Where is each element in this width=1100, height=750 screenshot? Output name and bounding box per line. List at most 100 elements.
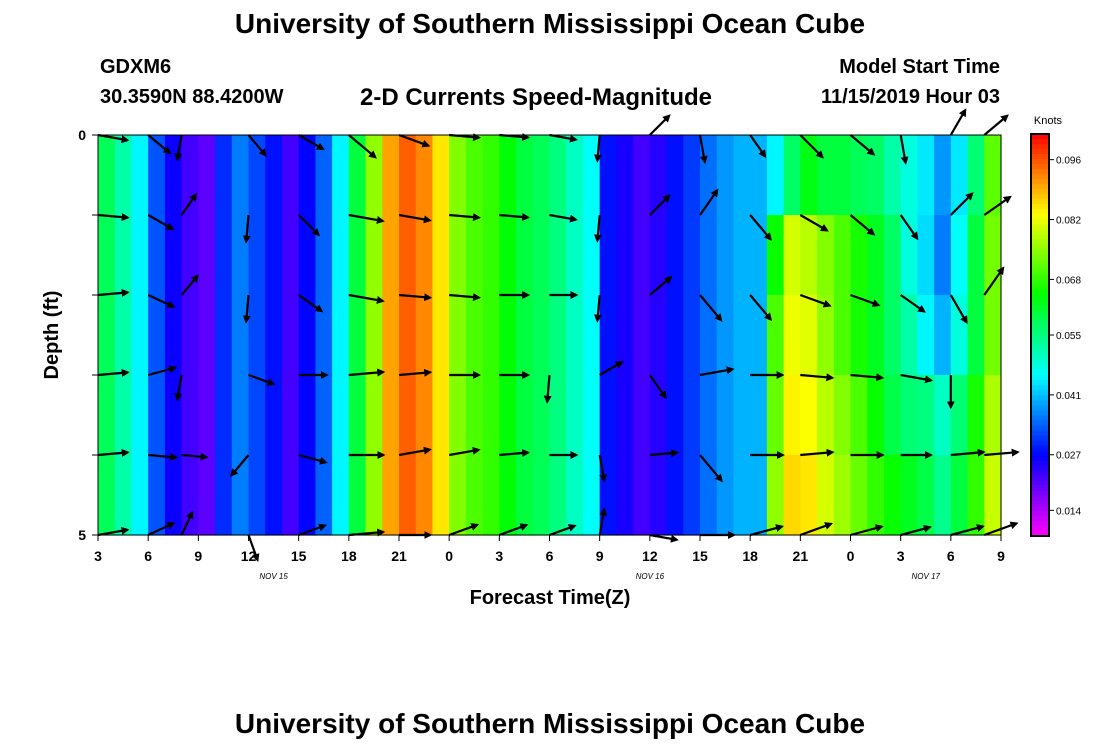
current-vector [593,134,602,163]
heatmap-cell [967,135,985,216]
heatmap-cell [265,375,283,456]
current-vector [230,454,250,477]
colorbar-step [1031,380,1049,386]
colorbar-step [1031,314,1049,321]
heatmap-cell [833,295,852,376]
current-vector [549,524,577,537]
heatmap-cell [850,135,868,216]
heatmap-cell [549,215,567,296]
current-vector [749,524,784,537]
current-vector [248,373,276,386]
heatmap-cell [499,215,517,296]
colorbar-step [1031,204,1049,210]
x-tick-label: 3 [94,548,102,564]
heatmap-cell [716,135,735,216]
heatmap-cell [399,455,417,536]
colorbar-step [1031,169,1049,175]
heatmap-cell [950,295,969,376]
current-vector [649,114,671,136]
colorbar-tick-label: 0.055 [1056,331,1081,342]
colorbar-step [1031,254,1049,261]
heatmap-cell [382,455,400,536]
heatmap-cell [783,295,801,376]
heatmap-cell [867,295,885,376]
colorbar-step [1031,445,1049,452]
heatmap-cell [415,375,434,456]
colorbar-step [1031,214,1049,221]
colorbar-step [1031,164,1049,170]
heatmap-cell [215,455,233,536]
heatmap-cell [348,215,367,296]
heatmap-cell [332,295,350,376]
current-vector [147,294,176,308]
heatmap-cell [917,295,935,376]
heatmap-cell [181,455,199,536]
colorbar-tick-label: 0.082 [1056,216,1081,227]
colorbar-step [1031,470,1049,477]
current-vector [983,114,1009,136]
y-axis: 05 [78,127,98,543]
current-vector [147,365,178,377]
heatmap-cell [649,135,668,216]
heatmap-cell [298,295,316,376]
heatmap-cell [549,295,567,376]
heatmap-cell [967,375,985,456]
colorbar-step [1031,139,1049,145]
heatmap-cell [549,455,567,536]
current-vector [983,195,1012,216]
heatmap-cell [850,215,868,296]
heatmap-cell [532,215,551,296]
colorbar-step [1031,299,1049,306]
colorbar-tick-label: 0.041 [1056,391,1081,402]
heatmap-cell [348,295,367,376]
colorbar-step [1031,239,1049,246]
current-vector [499,449,531,458]
heatmap-cell [114,215,133,296]
heatmap-cell [867,135,885,216]
colorbar-step [1031,274,1049,281]
y-tick-label: 5 [78,527,86,543]
current-vector [749,294,773,322]
current-vector [174,374,183,402]
heatmap-cell [716,295,735,376]
heatmap-cell [666,455,684,536]
current-vector [983,266,1005,296]
current-vector [799,293,832,308]
heatmap-cell [315,295,333,376]
colorbar-step [1031,209,1049,216]
heatmap-cell [783,375,801,456]
heatmap-cell [883,455,902,536]
heatmap-cell [817,455,835,536]
current-vector [499,212,531,221]
x-tick-label: 3 [897,548,905,564]
heatmap-cell [984,455,1002,536]
heatmap-cell [231,455,250,536]
colorbar-step [1031,249,1049,256]
heatmap-cell [766,295,785,376]
heatmap-cell [248,295,266,376]
heatmap-cell [198,215,216,296]
heatmap-cell [365,375,383,456]
current-vector [850,524,884,537]
current-vector [348,134,377,159]
current-vector [849,214,876,236]
heatmap-cell [733,455,751,536]
heatmap-cell [399,375,417,456]
heatmap-cell [231,375,250,456]
heatmap-cell [967,455,985,536]
heatmap-cell [281,295,300,376]
current-vector [699,188,719,216]
heatmap-cell [883,295,902,376]
heatmap-cell [415,215,434,296]
colorbar-step [1031,259,1049,266]
heatmap-cell [733,295,751,376]
colorbar-step [1031,324,1049,331]
colorbar-step [1031,450,1049,457]
current-vector [598,454,608,483]
heatmap-cell [783,215,801,296]
current-vector [298,523,327,537]
heatmap-cell [181,295,199,376]
heatmap-cell [917,215,935,296]
heatmap-cell [900,375,918,456]
heatmap-cell [449,135,467,216]
